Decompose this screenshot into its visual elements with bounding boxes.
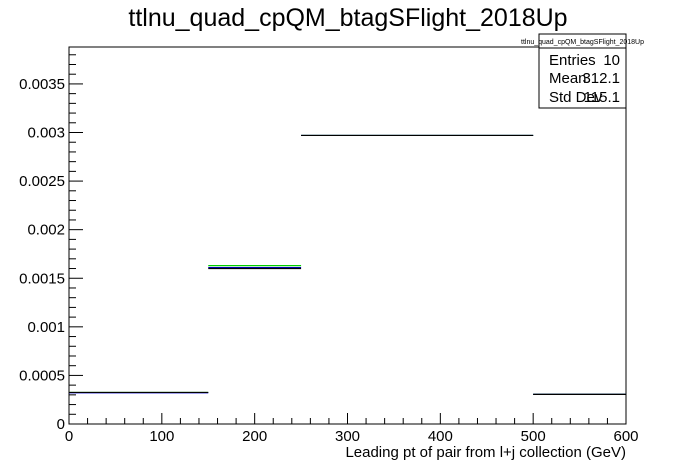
y-tick-label: 0.002	[27, 222, 65, 239]
x-tick-label: 500	[521, 428, 546, 445]
y-tick-label: 0.0005	[19, 367, 65, 384]
y-tick-label: 0.0025	[19, 173, 65, 190]
x-tick-label: 400	[428, 428, 453, 445]
x-tick-label: 300	[335, 428, 360, 445]
stats-box-frame	[538, 33, 627, 109]
x-axis-tick-labels: 0 100 200 300 400 500 600	[65, 428, 639, 445]
x-axis-ticks	[68, 413, 627, 424]
series-0	[69, 134, 626, 395]
stats-mean-label: Mean	[549, 70, 587, 87]
y-tick-label: 0.001	[27, 319, 65, 336]
y-axis-ticks	[69, 54, 83, 425]
x-tick-label: 200	[242, 428, 267, 445]
stats-entries-label: Entries	[549, 52, 596, 69]
stats-mean-value: 312.1	[582, 70, 620, 87]
series-1	[69, 134, 626, 395]
y-tick-label: 0	[57, 416, 65, 433]
x-axis-title: Leading pt of pair from l+j collection (…	[345, 444, 626, 461]
histogram-series	[69, 134, 626, 395]
stats-stddev-value: 115.1	[584, 89, 620, 106]
y-tick-label: 0.0035	[19, 76, 65, 93]
x-tick-label: 600	[613, 428, 638, 445]
stats-stddev-label: Std Dev	[549, 89, 603, 106]
y-tick-label: 0.003	[27, 125, 65, 142]
stats-box: ttlnu_quad_cpQM_btagSFlight_2018Up Entri…	[521, 33, 644, 109]
stats-box-title: ttlnu_quad_cpQM_btagSFlight_2018Up	[521, 39, 644, 46]
series-2	[69, 134, 626, 395]
x-tick-label: 100	[149, 428, 174, 445]
stats-entries-value: 10	[603, 52, 620, 69]
x-tick-label: 0	[65, 428, 73, 445]
y-axis-tick-labels: 0 0.0005 0.001 0.0015 0.002 0.0025 0.003 0.0035	[19, 76, 65, 433]
y-tick-label: 0.0015	[19, 270, 65, 287]
chart-title: ttlnu_quad_cpQM_btagSFlight_2018Up	[128, 4, 567, 32]
